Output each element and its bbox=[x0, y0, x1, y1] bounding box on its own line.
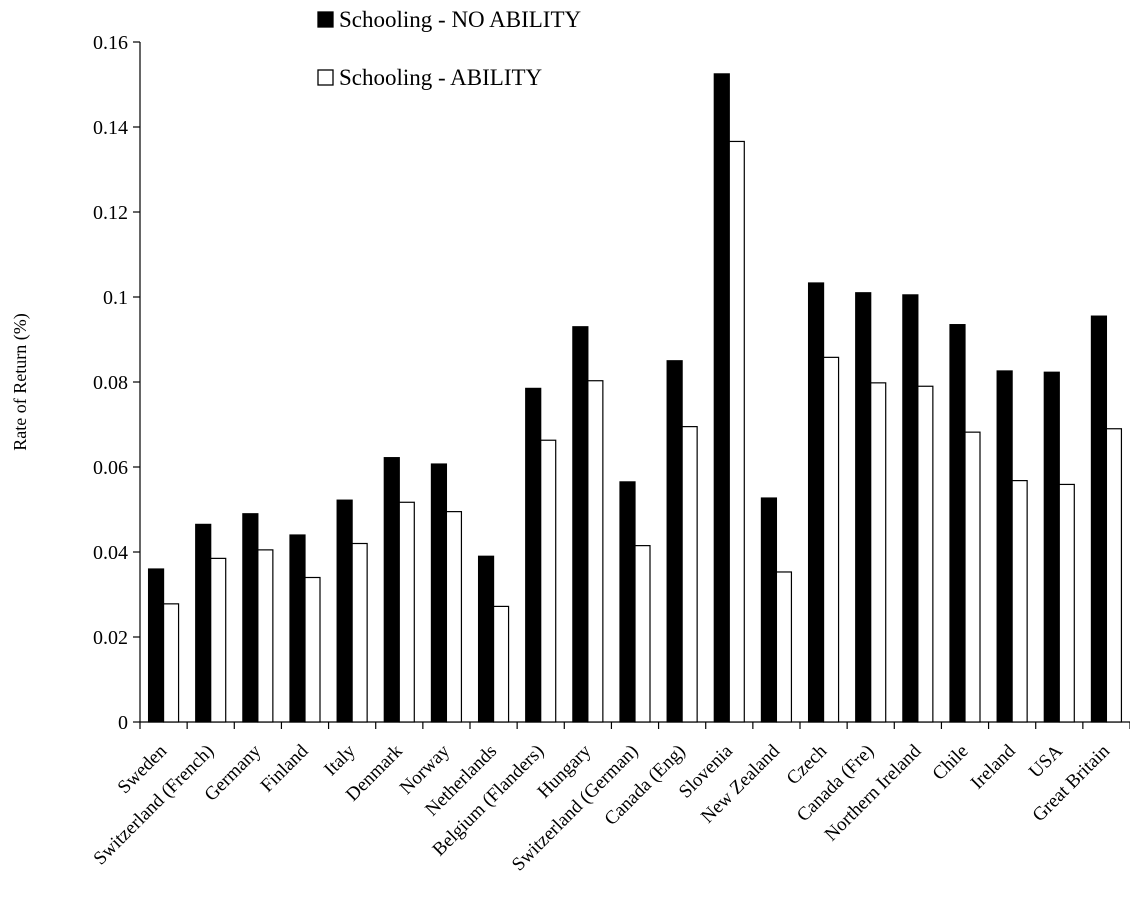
bar-no-ability bbox=[242, 513, 259, 723]
legend-label: Schooling - ABILITY bbox=[339, 65, 543, 90]
y-tick-label: 0.1 bbox=[103, 287, 128, 309]
bar-ability bbox=[917, 385, 934, 723]
bar-ability bbox=[681, 426, 698, 723]
bar-no-ability bbox=[760, 497, 778, 723]
x-tick-label: USA bbox=[1025, 740, 1067, 782]
bar-ability bbox=[728, 140, 745, 723]
bar-ability bbox=[398, 501, 415, 723]
bar-no-ability bbox=[1043, 371, 1060, 723]
bar-ability bbox=[634, 545, 651, 723]
bars bbox=[147, 73, 1123, 723]
bar-no-ability bbox=[572, 326, 589, 723]
bar-ability bbox=[257, 549, 274, 723]
bar-no-ability bbox=[477, 555, 495, 723]
y-axis-label: Rate of Return (%) bbox=[10, 313, 31, 450]
bar-ability bbox=[775, 571, 793, 723]
y-tick-label: 0.14 bbox=[93, 117, 128, 139]
x-tick-label: Chile bbox=[929, 741, 973, 785]
bar-ability bbox=[304, 576, 321, 723]
bar-no-ability bbox=[996, 370, 1013, 723]
bar-no-ability bbox=[949, 324, 966, 723]
x-tick-label: Finland bbox=[257, 740, 313, 796]
bar-no-ability bbox=[902, 294, 919, 723]
y-tick-label: 0.16 bbox=[93, 32, 128, 54]
legend-swatch bbox=[317, 11, 334, 28]
bar-no-ability bbox=[807, 282, 825, 723]
bar-no-ability bbox=[855, 292, 872, 723]
bar-no-ability bbox=[336, 499, 353, 723]
bar-no-ability bbox=[147, 568, 165, 723]
bar-ability bbox=[210, 557, 227, 723]
bar-no-ability bbox=[1090, 315, 1108, 723]
legend-label: Schooling - NO ABILITY bbox=[339, 7, 582, 32]
bar-no-ability bbox=[430, 463, 448, 723]
bar-ability bbox=[870, 382, 887, 723]
y-tick-label: 0.06 bbox=[93, 457, 128, 479]
bar-no-ability bbox=[525, 387, 542, 723]
bar-no-ability bbox=[713, 73, 730, 723]
bar-ability bbox=[351, 542, 368, 723]
legend-swatch bbox=[317, 69, 334, 86]
bar-no-ability bbox=[289, 534, 306, 723]
x-tick-label: Ireland bbox=[967, 740, 1020, 793]
y-axis: 0 0.02 0.04 0.06 0.08 0.1 0.12 0.14 0.16 bbox=[93, 32, 141, 734]
y-tick-label: 0.02 bbox=[93, 627, 128, 649]
y-tick-label: 0.08 bbox=[93, 372, 128, 394]
bar-ability bbox=[822, 356, 840, 723]
bar-ability bbox=[162, 603, 180, 723]
y-tick-label: 0.12 bbox=[93, 202, 128, 224]
bar-no-ability bbox=[195, 523, 212, 723]
bar-ability bbox=[540, 439, 557, 723]
bar-ability bbox=[1058, 483, 1075, 723]
y-tick-label: 0 bbox=[118, 712, 128, 734]
legend: Schooling - NO ABILITY Schooling - ABILIT… bbox=[317, 7, 582, 90]
bar-ability bbox=[492, 605, 510, 723]
bar-no-ability bbox=[383, 457, 400, 723]
bar-ability bbox=[964, 431, 981, 723]
bar-ability bbox=[1011, 480, 1028, 723]
bar-ability bbox=[445, 511, 463, 723]
bar-no-ability bbox=[619, 481, 636, 723]
bar-ability bbox=[1105, 428, 1123, 723]
x-tick-label: Italy bbox=[320, 740, 360, 780]
bar-no-ability bbox=[666, 360, 683, 723]
bar-ability bbox=[587, 380, 604, 723]
y-tick-label: 0.04 bbox=[93, 542, 128, 564]
